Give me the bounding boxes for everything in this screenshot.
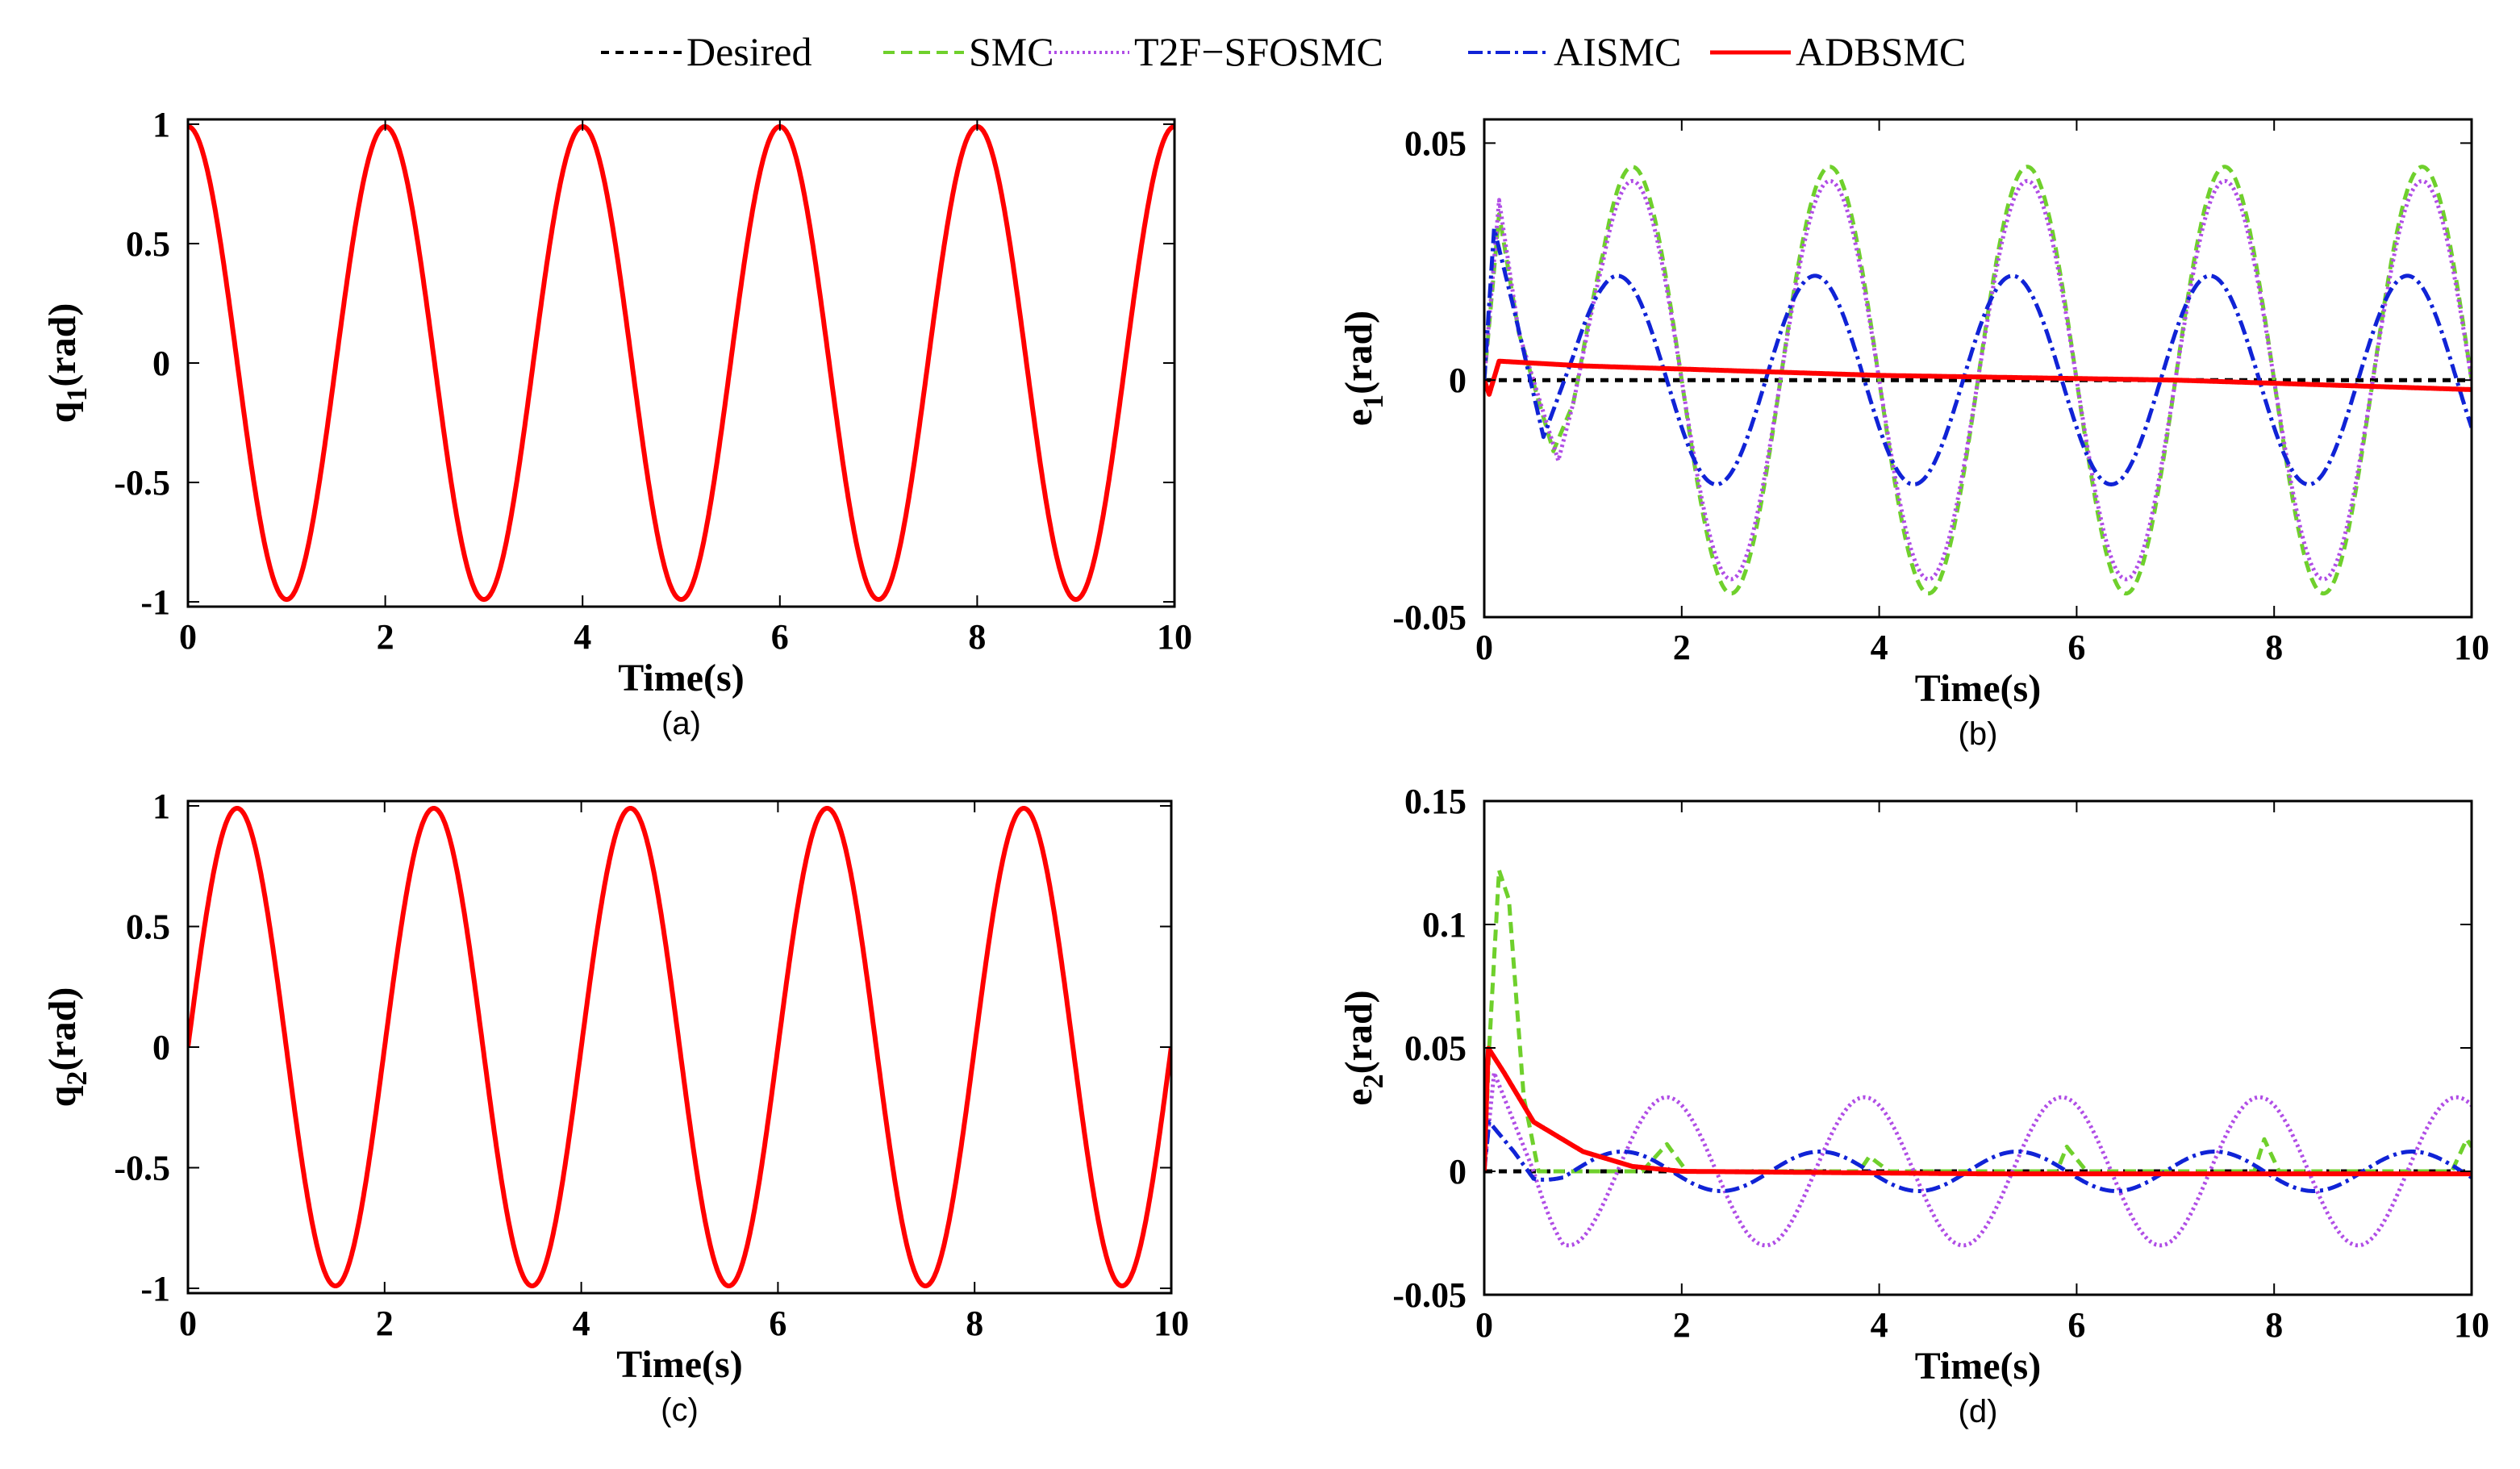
ylabel-symbol-a: q — [41, 401, 84, 423]
series-a-adbsmc — [188, 123, 1174, 603]
xtick-label-a-2: 4 — [574, 617, 591, 657]
ytick-label-b-2: -0.05 — [1392, 598, 1467, 637]
ytick-label-d-3: 0 — [1449, 1152, 1467, 1191]
ylabel-symbol-d: e — [1337, 1088, 1380, 1105]
series-b-t2f-sfosmc — [1484, 178, 2472, 582]
legend: Desired SMC T2F−SFOSMC AISMC ADBSMC — [601, 29, 1966, 74]
ytick-label-a-2: 0 — [152, 344, 170, 383]
series-c-adbsmc — [188, 806, 1171, 1288]
ylabel-sub-c: 2 — [60, 1071, 93, 1086]
ytick-label-c-2: 0 — [152, 1028, 170, 1067]
xlabel-a: Time(s) — [618, 657, 744, 699]
xtick-label-d-2: 4 — [1871, 1305, 1888, 1345]
ytick-label-a-0: 1 — [152, 105, 170, 144]
ylabel-unit-b: (rad) — [1337, 311, 1380, 394]
legend-label-1: SMC — [969, 29, 1054, 74]
ytick-label-b-1: 0 — [1449, 361, 1467, 400]
xtick-label-d-5: 10 — [2454, 1305, 2489, 1345]
ytick-label-d-2: 0.05 — [1404, 1029, 1467, 1068]
ytick-label-c-4: -1 — [140, 1269, 170, 1308]
ylabel-a: q1(rad) — [41, 303, 93, 424]
ylabel-symbol-c: q — [41, 1085, 84, 1107]
xtick-label-b-0: 0 — [1475, 628, 1493, 667]
xlabel-d: Time(s) — [1915, 1345, 2041, 1388]
series-d-aismc — [1484, 1120, 2472, 1193]
xtick-label-b-2: 4 — [1871, 628, 1888, 667]
ylabel-d: e2(rad) — [1337, 990, 1389, 1105]
xtick-label-b-3: 6 — [2067, 628, 2085, 667]
legend-label-3: AISMC — [1554, 29, 1681, 74]
series-d-smc — [1484, 868, 2472, 1174]
xtick-label-a-3: 6 — [771, 617, 789, 657]
ylabel-unit-c: (rad) — [41, 987, 84, 1071]
subtitle-b: (b) — [1959, 716, 1998, 752]
ytick-label-a-1: 0.5 — [126, 224, 170, 264]
ylabel-c: q2(rad) — [41, 987, 93, 1108]
xtick-label-c-5: 10 — [1154, 1304, 1189, 1343]
subtitle-c: (c) — [661, 1392, 699, 1428]
series-b-adbsmc — [1484, 358, 2472, 397]
xtick-label-c-4: 8 — [966, 1304, 983, 1343]
legend-label-2: T2F−SFOSMC — [1134, 29, 1383, 74]
xtick-label-a-4: 8 — [968, 617, 986, 657]
axes-box-b — [1483, 118, 2473, 619]
xtick-label-d-4: 8 — [2265, 1305, 2283, 1345]
series-d-adbsmc — [1484, 1045, 2472, 1177]
ytick-label-a-3: -0.5 — [114, 463, 170, 503]
xtick-label-c-1: 2 — [376, 1304, 394, 1343]
ylabel-b: e1(rad) — [1337, 311, 1389, 426]
axes-box-d — [1483, 799, 2473, 1296]
panel-d: 0 2 4 6 8 100.150.10.050-0.05Time(s)(d)e2(rad… — [1337, 782, 2489, 1429]
legend-label-0: Desired — [686, 29, 812, 74]
ylabel-unit-a: (rad) — [41, 303, 84, 387]
xtick-label-b-1: 2 — [1673, 628, 1691, 667]
subtitle-d: (d) — [1959, 1394, 1998, 1429]
xtick-label-c-3: 6 — [769, 1304, 786, 1343]
ylabel-sub-b: 1 — [1357, 394, 1389, 409]
legend-label-4: ADBSMC — [1796, 29, 1966, 74]
xtick-label-b-5: 10 — [2454, 628, 2489, 667]
xtick-label-b-4: 8 — [2265, 628, 2283, 667]
series-b-aismc — [1484, 226, 2472, 486]
ytick-label-b-0: 0.05 — [1404, 123, 1467, 163]
ytick-label-c-1: 0.5 — [126, 907, 170, 946]
ytick-label-a-4: -1 — [140, 582, 170, 622]
ylabel-symbol-b: e — [1337, 409, 1380, 426]
ytick-label-d-1: 0.1 — [1422, 905, 1467, 945]
ytick-label-c-0: 1 — [152, 787, 170, 826]
xtick-label-a-0: 0 — [179, 617, 197, 657]
series-b-smc — [1484, 165, 2472, 596]
ytick-label-d-4: -0.05 — [1392, 1275, 1467, 1315]
xtick-label-c-0: 0 — [179, 1304, 197, 1343]
xtick-label-d-0: 0 — [1475, 1305, 1493, 1345]
xlabel-c: Time(s) — [616, 1343, 742, 1386]
ytick-label-c-3: -0.5 — [114, 1149, 170, 1188]
series-d-t2f-sfosmc — [1484, 1070, 2472, 1248]
xtick-label-a-1: 2 — [377, 617, 394, 657]
subtitle-a: (a) — [661, 706, 701, 741]
ylabel-unit-d: (rad) — [1337, 990, 1380, 1074]
ylabel-sub-d: 2 — [1357, 1074, 1389, 1088]
xtick-label-d-3: 6 — [2067, 1305, 2085, 1345]
xtick-label-a-5: 10 — [1157, 617, 1192, 657]
ytick-label-d-0: 0.15 — [1404, 782, 1467, 821]
xlabel-b: Time(s) — [1915, 667, 2041, 710]
ylabel-sub-a: 1 — [60, 387, 93, 402]
xtick-label-c-2: 4 — [573, 1304, 590, 1343]
xtick-label-d-1: 2 — [1673, 1305, 1691, 1345]
